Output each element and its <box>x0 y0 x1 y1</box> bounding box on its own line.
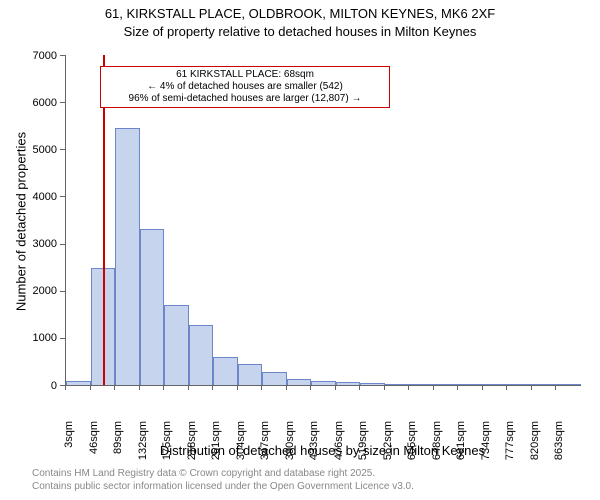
x-tick-mark <box>114 385 115 390</box>
x-tick-mark <box>163 385 164 390</box>
y-tick-label: 7000 <box>17 50 57 62</box>
x-tick-label: 261sqm <box>210 421 222 471</box>
x-tick-mark <box>384 385 385 390</box>
callout-box: 61 KIRKSTALL PLACE: 68sqm ← 4% of detach… <box>100 66 390 108</box>
histogram-bar <box>458 384 483 385</box>
title-line-2: Size of property relative to detached ho… <box>0 24 600 39</box>
chart-container: 61, KIRKSTALL PLACE, OLDBROOK, MILTON KE… <box>0 0 600 500</box>
histogram-bar <box>287 379 312 385</box>
histogram-bar <box>532 384 557 385</box>
histogram-bar <box>262 372 287 385</box>
x-tick-mark <box>555 385 556 390</box>
y-tick-label: 5000 <box>17 144 57 156</box>
y-tick-label: 6000 <box>17 97 57 109</box>
x-tick-mark <box>457 385 458 390</box>
y-tick-mark <box>60 291 65 292</box>
x-tick-mark <box>531 385 532 390</box>
histogram-bar <box>434 384 459 385</box>
x-tick-mark <box>286 385 287 390</box>
histogram-bar <box>336 382 361 385</box>
callout-line-2: ← 4% of detached houses are smaller (542… <box>107 81 383 93</box>
x-tick-label: 132sqm <box>137 421 149 471</box>
histogram-bar <box>115 128 140 385</box>
footer-attribution: Contains HM Land Registry data © Crown c… <box>32 468 414 493</box>
x-tick-label: 433sqm <box>308 421 320 471</box>
y-tick-mark <box>60 338 65 339</box>
histogram-bar <box>311 381 336 385</box>
x-tick-label: 734sqm <box>480 421 492 471</box>
y-tick-mark <box>60 244 65 245</box>
x-tick-mark <box>433 385 434 390</box>
x-tick-label: 218sqm <box>186 421 198 471</box>
x-tick-label: 46sqm <box>88 421 100 471</box>
x-tick-label: 175sqm <box>161 421 173 471</box>
y-tick-mark <box>60 149 65 150</box>
callout-line-3: 96% of semi-detached houses are larger (… <box>107 93 383 105</box>
y-tick-label: 0 <box>17 380 57 392</box>
x-tick-label: 605sqm <box>406 421 418 471</box>
histogram-bar <box>385 384 410 385</box>
histogram-bar <box>164 305 189 385</box>
x-tick-label: 390sqm <box>284 421 296 471</box>
x-tick-label: 691sqm <box>455 421 467 471</box>
y-tick-mark <box>60 55 65 56</box>
x-tick-mark <box>65 385 66 390</box>
histogram-bar <box>238 364 263 385</box>
x-tick-mark <box>482 385 483 390</box>
x-tick-label: 476sqm <box>333 421 345 471</box>
x-tick-mark <box>506 385 507 390</box>
histogram-bar <box>360 383 385 385</box>
x-tick-mark <box>261 385 262 390</box>
x-tick-mark <box>335 385 336 390</box>
x-tick-mark <box>237 385 238 390</box>
y-tick-mark <box>60 196 65 197</box>
x-tick-label: 519sqm <box>357 421 369 471</box>
x-tick-mark <box>212 385 213 390</box>
x-tick-label: 347sqm <box>259 421 271 471</box>
x-tick-label: 89sqm <box>112 421 124 471</box>
footer-line-2: Contains public sector information licen… <box>32 481 414 494</box>
x-tick-mark <box>310 385 311 390</box>
x-tick-label: 777sqm <box>504 421 516 471</box>
x-tick-label: 304sqm <box>235 421 247 471</box>
x-tick-mark <box>139 385 140 390</box>
y-tick-mark <box>60 102 65 103</box>
histogram-bar <box>483 384 508 385</box>
x-tick-label: 863sqm <box>553 421 565 471</box>
x-tick-label: 648sqm <box>431 421 443 471</box>
x-tick-mark <box>188 385 189 390</box>
y-tick-label: 1000 <box>17 332 57 344</box>
histogram-bar <box>189 325 214 385</box>
y-tick-label: 3000 <box>17 238 57 250</box>
histogram-bar <box>556 384 581 385</box>
histogram-bar <box>409 384 434 385</box>
x-tick-label: 820sqm <box>529 421 541 471</box>
x-tick-label: 562sqm <box>382 421 394 471</box>
y-tick-label: 4000 <box>17 191 57 203</box>
x-tick-mark <box>90 385 91 390</box>
x-tick-label: 3sqm <box>63 421 75 471</box>
x-tick-mark <box>359 385 360 390</box>
x-tick-mark <box>408 385 409 390</box>
y-tick-label: 2000 <box>17 285 57 297</box>
histogram-bar <box>213 357 238 385</box>
histogram-bar <box>66 381 91 385</box>
histogram-bar <box>140 229 165 385</box>
title-line-1: 61, KIRKSTALL PLACE, OLDBROOK, MILTON KE… <box>0 6 600 21</box>
callout-line-1: 61 KIRKSTALL PLACE: 68sqm <box>107 69 383 81</box>
histogram-bar <box>507 384 532 385</box>
